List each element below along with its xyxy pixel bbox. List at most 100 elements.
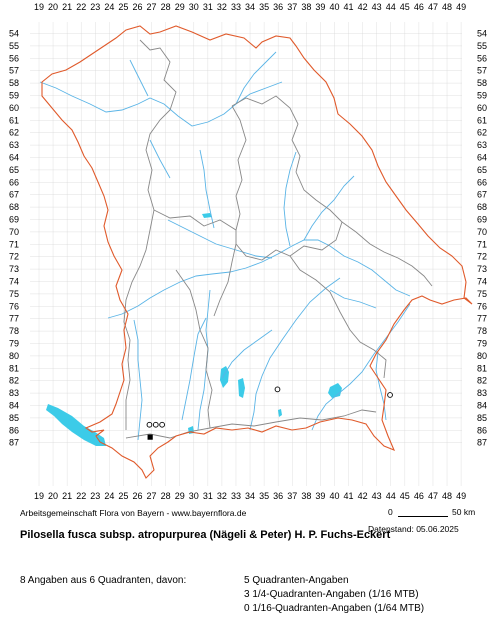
y-tick-right-75: 75 — [477, 289, 487, 299]
y-tick-right-76: 76 — [477, 301, 487, 311]
occurrence-marker-5 — [274, 386, 281, 393]
summary-quarter-quadrant: 3 1/4-Quadranten-Angaben (1/16 MTB) — [244, 589, 419, 600]
x-tick-top-49: 49 — [456, 2, 466, 12]
x-tick-bottom-40: 40 — [329, 491, 339, 500]
summary-total: 8 Angaben aus 6 Quadranten, davon: — [20, 575, 187, 586]
occurrence-marker-1 — [146, 421, 153, 428]
x-tick-top-36: 36 — [273, 2, 283, 12]
x-tick-top-48: 48 — [442, 2, 452, 12]
river-regnitz — [199, 149, 215, 229]
y-tick-right-82: 82 — [477, 376, 487, 386]
y-tick-left-63: 63 — [9, 140, 19, 150]
summary-sixteenth-quadrant: 0 1/16-Quadranten-Angaben (1/64 MTB) — [244, 603, 425, 614]
y-tick-left-54: 54 — [9, 29, 19, 39]
x-tick-top-32: 32 — [217, 2, 227, 12]
y-tick-left-77: 77 — [9, 314, 19, 324]
y-tick-right-85: 85 — [477, 413, 487, 423]
y-axis-right: 54 55 56 57 58 59 60 61 62 63 64 65 66 67 68 69 70 71 72 73… — [477, 29, 487, 448]
x-axis-top: 19 20 21 22 23 24 25 26 27 28 29 30 31 32 33 34 35 36 37 38… — [34, 2, 466, 12]
x-tick-top-40: 40 — [329, 2, 339, 12]
y-tick-right-72: 72 — [477, 252, 487, 262]
y-tick-left-84: 84 — [9, 401, 19, 411]
x-tick-top-39: 39 — [315, 2, 325, 12]
x-tick-top-23: 23 — [90, 2, 100, 12]
x-tick-bottom-45: 45 — [400, 491, 410, 500]
y-tick-right-58: 58 — [477, 78, 487, 88]
x-tick-bottom-39: 39 — [315, 491, 325, 500]
x-tick-top-43: 43 — [372, 2, 382, 12]
scale-zero: 0 — [388, 507, 393, 517]
y-tick-left-64: 64 — [9, 153, 19, 163]
river-tauber — [149, 139, 171, 179]
scale-bar: 0 50 km — [388, 506, 484, 520]
y-tick-right-83: 83 — [477, 388, 487, 398]
y-tick-right-54: 54 — [477, 29, 487, 39]
y-tick-right-57: 57 — [477, 66, 487, 76]
occurrence-marker-6 — [387, 392, 393, 398]
x-axis-bottom: 19 20 21 22 23 24 25 26 27 28 29 30 31 32 33 34 35 36 37 38… — [34, 491, 466, 500]
y-tick-left-59: 59 — [9, 91, 19, 101]
x-tick-bottom-49: 49 — [456, 491, 466, 500]
y-tick-right-59: 59 — [477, 91, 487, 101]
y-tick-left-57: 57 — [9, 66, 19, 76]
x-tick-bottom-33: 33 — [231, 491, 241, 500]
y-tick-left-83: 83 — [9, 388, 19, 398]
river-inn — [311, 303, 411, 431]
x-tick-bottom-27: 27 — [147, 491, 157, 500]
x-tick-bottom-44: 44 — [386, 491, 396, 500]
x-tick-bottom-36: 36 — [273, 491, 283, 500]
district-border-upper-bavaria-west — [175, 269, 213, 429]
x-tick-bottom-35: 35 — [259, 491, 269, 500]
y-tick-left-56: 56 — [9, 53, 19, 63]
x-tick-top-28: 28 — [161, 2, 171, 12]
y-tick-left-58: 58 — [9, 78, 19, 88]
y-tick-left-66: 66 — [9, 177, 19, 187]
y-tick-left-79: 79 — [9, 339, 19, 349]
x-tick-top-42: 42 — [358, 2, 368, 12]
x-tick-bottom-43: 43 — [372, 491, 382, 500]
district-border-middle-franconia — [153, 105, 247, 231]
y-tick-right-81: 81 — [477, 363, 487, 373]
y-tick-right-78: 78 — [477, 326, 487, 336]
x-tick-bottom-23: 23 — [90, 491, 100, 500]
summary-quadrant: 5 Quadranten-Angaben — [244, 575, 349, 586]
y-tick-right-69: 69 — [477, 215, 487, 225]
river-amper — [221, 329, 273, 379]
x-tick-bottom-20: 20 — [48, 491, 58, 500]
y-tick-left-82: 82 — [9, 376, 19, 386]
district-border-swabia — [123, 209, 155, 430]
river-vils — [329, 289, 377, 309]
x-tick-bottom-32: 32 — [217, 491, 227, 500]
y-tick-right-80: 80 — [477, 351, 487, 361]
occurrence-marker-2 — [152, 421, 159, 428]
y-tick-right-63: 63 — [477, 140, 487, 150]
y-tick-right-56: 56 — [477, 53, 487, 63]
x-tick-bottom-22: 22 — [76, 491, 86, 500]
river-upper-main — [235, 51, 277, 105]
river-saale — [129, 59, 149, 97]
y-tick-right-84: 84 — [477, 401, 487, 411]
y-tick-right-61: 61 — [477, 115, 487, 125]
x-tick-top-24: 24 — [104, 2, 114, 12]
y-tick-left-65: 65 — [9, 165, 19, 175]
district-border-west-franconia — [139, 39, 177, 211]
x-tick-top-27: 27 — [147, 2, 157, 12]
x-tick-top-44: 44 — [386, 2, 396, 12]
grid-lines — [30, 22, 462, 486]
scale-end: 50 km — [452, 507, 476, 517]
x-tick-top-38: 38 — [301, 2, 311, 12]
y-tick-right-68: 68 — [477, 202, 487, 212]
x-tick-bottom-29: 29 — [175, 491, 185, 500]
river-regen — [303, 175, 355, 241]
river-iller — [133, 319, 143, 441]
y-axis-left: 54 55 56 57 58 59 60 61 62 63 64 65 66 67 68 69 70 71 72 73… — [9, 29, 19, 448]
district-border-lower-bavaria — [289, 255, 387, 379]
y-tick-right-71: 71 — [477, 239, 487, 249]
y-tick-left-72: 72 — [9, 252, 19, 262]
y-tick-left-55: 55 — [9, 41, 19, 51]
y-tick-left-61: 61 — [9, 115, 19, 125]
data-date: Datenstand: 05.06.2025 — [368, 524, 459, 534]
scale-line — [398, 516, 448, 517]
lakes — [46, 213, 342, 446]
x-tick-bottom-31: 31 — [203, 491, 213, 500]
